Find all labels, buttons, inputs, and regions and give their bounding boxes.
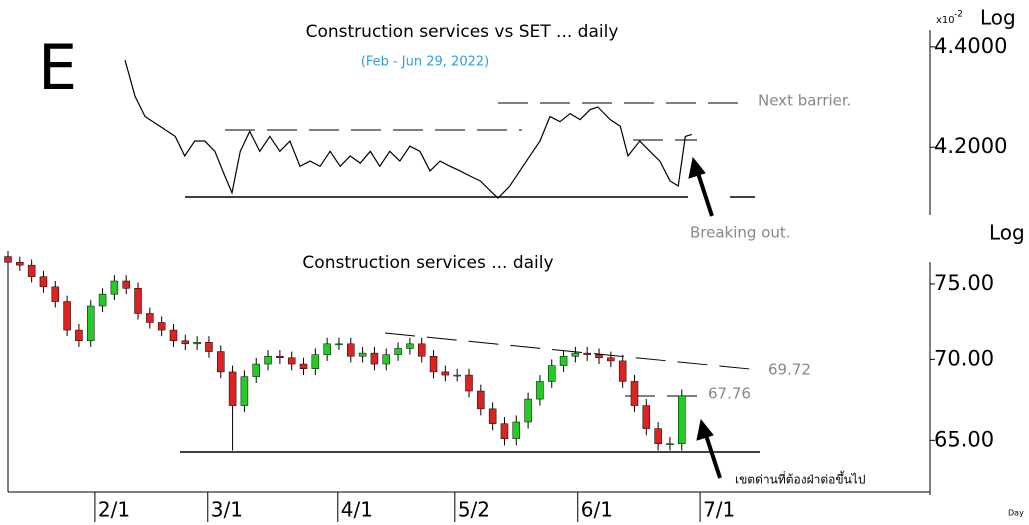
- candle-body: [512, 421, 521, 439]
- candle-body: [4, 256, 12, 263]
- candle-body: [252, 363, 260, 377]
- candle-body: [63, 301, 71, 331]
- candle-body: [488, 408, 497, 424]
- candle-body: [370, 352, 379, 365]
- annotation: เขตด่านที่ต้องฝ่าต่อขึ้นไป: [735, 471, 865, 487]
- candle-body: [382, 354, 391, 365]
- candle-body: [429, 355, 438, 373]
- candle-body: [75, 329, 83, 342]
- candle-body: [264, 355, 272, 365]
- candle-body: [358, 352, 367, 357]
- candle-body: [169, 329, 178, 342]
- y-tick-label: 65.00: [934, 427, 994, 451]
- trend-line: [384, 332, 761, 371]
- panel-letter: E: [38, 31, 77, 104]
- candle-body: [134, 288, 142, 314]
- scale-label: Log: [989, 221, 1025, 245]
- y-tick-label: 75.00: [934, 271, 994, 295]
- candle-body: [536, 381, 544, 400]
- chart-subtitle: (Feb - Jun 29, 2022): [361, 55, 489, 70]
- candle-body: [287, 357, 296, 365]
- candle-body: [654, 428, 662, 444]
- candle-body: [618, 360, 627, 382]
- candle-body: [595, 354, 603, 359]
- candle-body: [146, 313, 154, 323]
- candle-body: [524, 398, 532, 423]
- candle-body: [193, 342, 201, 345]
- y-tick-label: 4.4000: [934, 34, 1007, 58]
- arrow: [688, 156, 722, 479]
- candle-body: [642, 405, 651, 429]
- candle-body: [311, 354, 320, 370]
- candle-body: [583, 352, 591, 355]
- candle-body: [347, 343, 355, 357]
- candle-body: [559, 355, 568, 366]
- x-tick-label: 7/1: [703, 498, 735, 522]
- scale-prefix: x10: [936, 15, 955, 26]
- candle-body: [394, 348, 402, 355]
- candle-body: [571, 352, 580, 357]
- x-tick-label: 3/1: [211, 498, 243, 522]
- candle-body: [299, 363, 308, 370]
- candle-body: [228, 371, 237, 406]
- data-line: [124, 59, 692, 199]
- candle-body: [630, 381, 639, 406]
- candle-body: [98, 293, 107, 307]
- candle-body: [335, 343, 343, 346]
- chart-title: Construction services ... daily: [302, 253, 553, 273]
- candle-body: [122, 280, 130, 289]
- candle-body: [205, 342, 213, 352]
- candle-body: [406, 343, 414, 349]
- x-tick-label: 6/1: [581, 498, 613, 522]
- candle-body: [240, 376, 249, 406]
- candle-body: [477, 390, 485, 410]
- scale-exponent: -2: [954, 10, 963, 20]
- candle-body: [441, 371, 450, 376]
- candle-body: [16, 262, 24, 266]
- candle-body: [607, 357, 615, 362]
- y-tick-label: 4.2000: [934, 134, 1007, 158]
- candle-body: [39, 276, 48, 288]
- y-tick-label: 70.00: [934, 346, 994, 370]
- candle-body: [678, 395, 686, 444]
- candle-body: [181, 340, 190, 345]
- candle-body: [51, 286, 60, 302]
- annotation: Next barrier.: [758, 92, 851, 110]
- x-tick-label: 5/2: [458, 498, 490, 522]
- candle-body: [323, 343, 331, 355]
- candle-body: [666, 443, 674, 445]
- scale-label: Log: [980, 6, 1016, 30]
- candle-body: [86, 305, 95, 342]
- candle-body: [157, 322, 166, 331]
- candle-body: [547, 365, 556, 382]
- chart-title: Construction services vs SET ... daily: [306, 22, 619, 42]
- candle-body: [110, 280, 119, 295]
- level-label: 69.72: [768, 361, 811, 379]
- annotation: Breaking out.: [690, 224, 791, 242]
- candle-body: [465, 374, 473, 392]
- candle-body: [276, 355, 284, 359]
- x-axis-label: Day: [1008, 509, 1024, 518]
- candle-body: [453, 374, 461, 377]
- candle-body: [217, 351, 225, 373]
- candle-body: [27, 264, 36, 277]
- level-label: 67.76: [708, 385, 751, 403]
- candle-body: [500, 423, 509, 439]
- x-tick-label: 4/1: [341, 498, 373, 522]
- x-tick-label: 2/1: [98, 498, 130, 522]
- candle-body: [417, 343, 426, 357]
